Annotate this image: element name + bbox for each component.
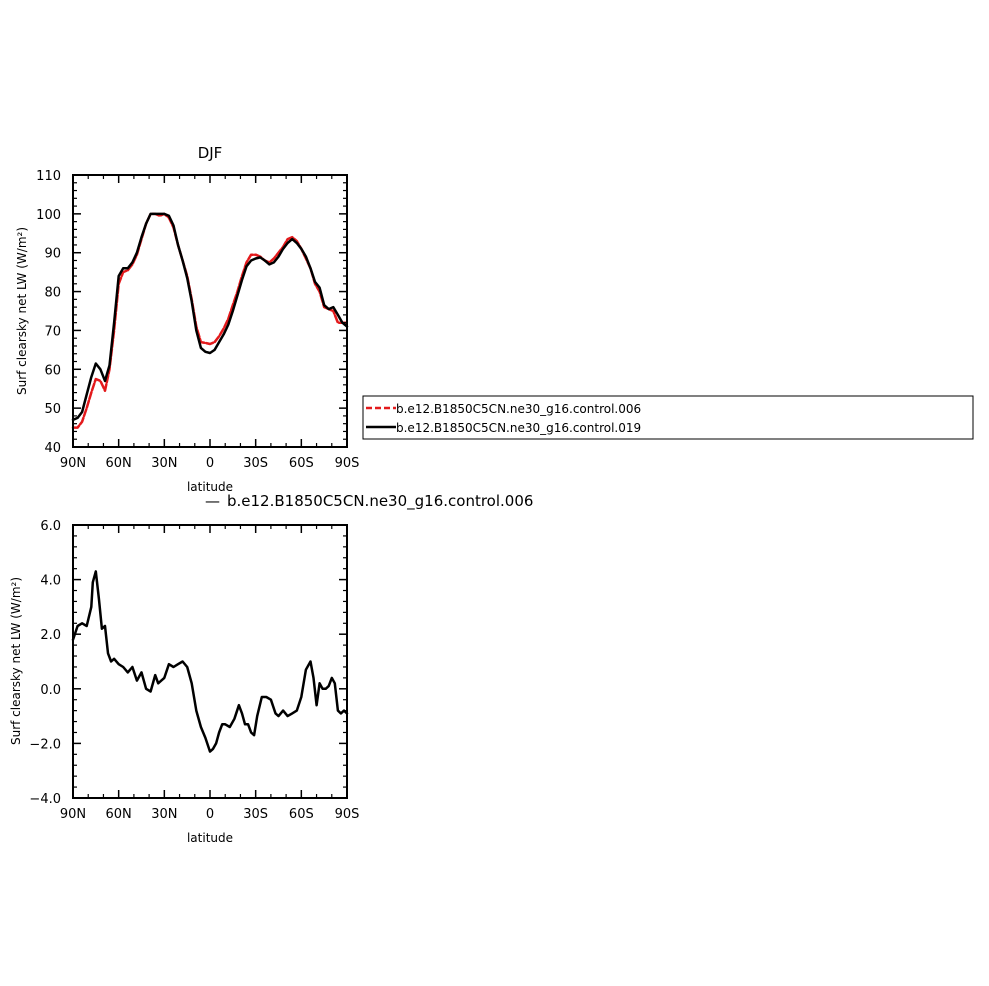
top-line-chart: DJF 90N 60N 30N 0 30S 60S 90S 40 50 60 70 80 90 100 11… (15, 144, 359, 494)
top-series-line-2 (71, 212, 349, 422)
bottom-x-tick-label: 90N (60, 807, 86, 822)
top-x-tick-label: 90S (335, 456, 360, 471)
bottom-x-tick-label: 60S (289, 807, 314, 822)
bottom-y-axis-label: Surf clearsky net LW (W/m²) (9, 577, 23, 745)
top-y-axis-label: Surf clearsky net LW (W/m²) (15, 227, 29, 395)
bottom-x-tick-label: 30S (243, 807, 268, 822)
bottom-y-tick-label: 0.0 (40, 683, 61, 698)
top-x-tick-label: 60S (289, 456, 314, 471)
top-y-tick-label: 40 (44, 441, 61, 456)
top-y-tick-label: 80 (44, 286, 61, 301)
bottom-y-tick-label: 2.0 (40, 628, 61, 643)
top-y-tick-label: 60 (44, 363, 61, 378)
bottom-y-tick-label: 6.0 (40, 519, 61, 534)
top-x-tick-label: 30S (243, 456, 268, 471)
top-axis-ticks: 90N 60N 30N 0 30S 60S 90S 40 50 60 70 80 90 100 110 (36, 169, 359, 471)
bottom-y-tick-label: 4.0 (40, 574, 61, 589)
top-y-tick-label: 70 (44, 324, 61, 339)
bottom-plot-frame (72, 524, 348, 799)
legend-box (362, 395, 974, 440)
bottom-x-tick-label: 0 (206, 807, 214, 822)
legend-label-series-1: b.e12.B1850C5CN.ne30_g16.control.006 (396, 402, 641, 416)
top-x-tick-label: 90N (60, 456, 86, 471)
top-x-tick-label: 60N (106, 456, 132, 471)
bottom-axis-ticks: 90N 60N 30N 0 30S 60S 90S −4.0 −2.0 0.0 2.0 4.0 6.0 (29, 519, 359, 822)
legend: b.e12.B1850C5CN.ne30_g16.control.006 b.e… (362, 395, 974, 440)
top-x-tick-label: 0 (206, 456, 214, 471)
bottom-y-tick-label: −4.0 (29, 792, 61, 807)
bottom-chart-title-prefix: — (205, 492, 220, 510)
top-y-tick-label: 110 (36, 169, 61, 184)
bottom-y-tick-label: −2.0 (29, 737, 61, 752)
top-x-tick-label: 30N (151, 456, 177, 471)
bottom-line-chart: — b.e12.B1850C5CN.ne30_g16.control.006 9… (9, 492, 533, 845)
bottom-series-line-1 (71, 570, 349, 753)
bottom-chart-title: b.e12.B1850C5CN.ne30_g16.control.006 (227, 492, 533, 511)
legend-label-series-2: b.e12.B1850C5CN.ne30_g16.control.019 (396, 421, 641, 435)
bottom-series-group (71, 570, 349, 753)
top-y-tick-label: 50 (44, 402, 61, 417)
top-y-tick-label: 100 (36, 208, 61, 223)
bottom-x-tick-label: 60N (106, 807, 132, 822)
top-y-tick-label: 90 (44, 247, 61, 262)
top-chart-title: DJF (198, 144, 223, 162)
bottom-x-tick-label: 90S (335, 807, 360, 822)
top-x-axis-label: latitude (187, 480, 233, 494)
bottom-x-tick-label: 30N (151, 807, 177, 822)
bottom-x-axis-label: latitude (187, 831, 233, 845)
top-series-group (71, 212, 349, 429)
